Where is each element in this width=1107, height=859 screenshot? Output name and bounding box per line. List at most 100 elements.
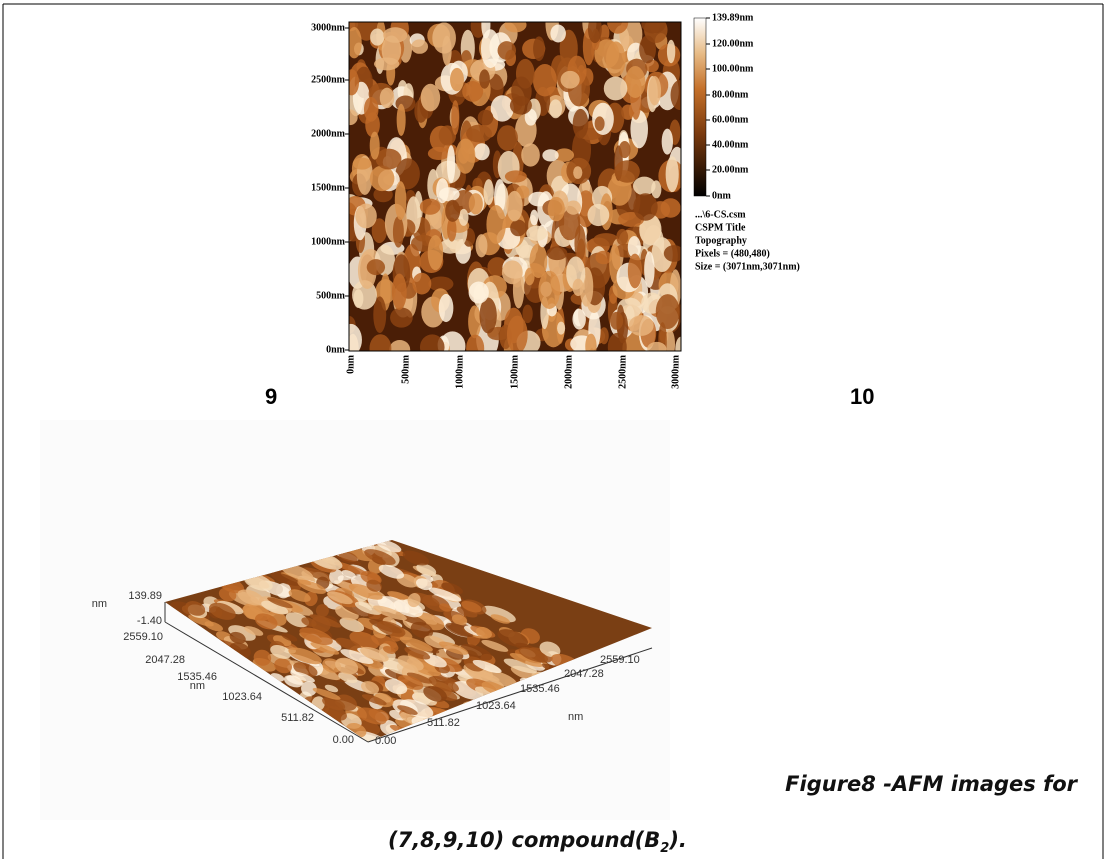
texture	[376, 149, 402, 170]
image-info: ...\6-CS.csm	[695, 209, 746, 220]
texture	[484, 179, 494, 205]
colorbar-label: 80.00nm	[712, 89, 749, 100]
texture	[459, 209, 469, 226]
texture	[481, 11, 490, 38]
texture	[466, 125, 492, 143]
texture	[486, 205, 505, 244]
colorbar-label: 20.00nm	[712, 164, 749, 175]
texture	[344, 69, 359, 95]
texture	[595, 116, 605, 131]
colorbar-label: 60.00nm	[712, 114, 749, 125]
texture	[395, 181, 407, 220]
texture	[478, 110, 494, 126]
texture	[428, 235, 443, 270]
texture	[548, 197, 565, 221]
caption-line: Figure8 -AFM images for	[785, 772, 1077, 796]
x-axis-label: 0nm	[345, 354, 356, 374]
texture	[390, 307, 413, 327]
texture	[445, 200, 460, 222]
x-axis-label: 500nm	[400, 354, 411, 384]
texture	[573, 279, 584, 296]
colorbar-label: 0nm	[712, 190, 732, 201]
texture	[370, 166, 395, 192]
caption-subscript: 2	[660, 841, 669, 856]
texture	[474, 143, 490, 160]
image-info: Size = (3071nm,3071nm)	[695, 261, 800, 272]
texture	[505, 170, 527, 182]
x-axis-label: 3000nm	[670, 354, 681, 389]
image-info: Pixels = (480,480)	[695, 248, 770, 259]
texture	[573, 109, 589, 139]
texture	[616, 229, 628, 245]
texture	[561, 71, 580, 89]
colorbar-label: 100.00nm	[712, 63, 754, 74]
texture	[456, 139, 476, 174]
texture	[498, 41, 516, 60]
texture	[353, 158, 372, 170]
texture	[364, 97, 379, 122]
texture	[599, 327, 608, 344]
texture	[466, 335, 484, 362]
texture	[542, 149, 558, 161]
texture	[476, 234, 488, 257]
axis-3d-label: 511.82	[427, 717, 460, 729]
texture	[667, 40, 675, 64]
texture	[420, 334, 445, 359]
y-axis-label: 0nm	[326, 344, 346, 355]
texture	[530, 210, 538, 226]
texture	[549, 99, 562, 118]
texture	[439, 187, 460, 201]
texture	[641, 14, 665, 33]
colorbar	[694, 18, 706, 196]
texture	[420, 199, 441, 215]
texture	[382, 36, 402, 65]
axis-3d-label: 2559.10	[600, 654, 640, 666]
page: 3000nm2500nm2000nm1500nm1000nm500nm0nm0n…	[0, 0, 1107, 859]
texture	[588, 204, 610, 226]
texture	[647, 342, 666, 356]
texture	[451, 100, 459, 135]
texture	[506, 191, 522, 221]
axis-3d-label: 0.00	[375, 735, 396, 747]
x-axis-label: 2000nm	[563, 354, 574, 389]
texture	[412, 273, 431, 295]
x-axis-label: 1500nm	[509, 354, 520, 389]
axis-3d-label: 1023.64	[476, 700, 516, 712]
axis-3d-label: 2047.28	[564, 668, 604, 680]
texture	[538, 271, 560, 309]
y-axis-label: 2500nm	[311, 74, 346, 85]
axis-3d-label: 139.89	[128, 590, 162, 602]
colorbar-label: 40.00nm	[712, 139, 749, 150]
texture	[573, 166, 582, 179]
texture	[392, 273, 407, 309]
texture	[533, 36, 545, 61]
texture	[468, 305, 481, 338]
texture	[656, 294, 680, 329]
texture	[507, 316, 528, 354]
axis-3d-label: 0.00	[333, 734, 354, 746]
axis-3d-label: 511.82	[281, 712, 314, 724]
axis-3d-label: 2559.10	[123, 631, 163, 643]
texture	[510, 96, 532, 114]
x-axis-label: 2500nm	[617, 354, 628, 389]
panel-label: 9	[265, 384, 277, 409]
texture	[397, 104, 406, 136]
texture	[510, 220, 526, 237]
texture	[411, 39, 428, 53]
texture	[355, 204, 376, 229]
y-axis-label: 1000nm	[311, 236, 346, 247]
texture	[648, 76, 661, 105]
texture	[550, 25, 566, 43]
texture	[585, 334, 596, 360]
texture	[644, 251, 654, 288]
texture	[628, 254, 642, 289]
axis-3d-label: 2047.28	[145, 654, 185, 666]
texture	[625, 66, 645, 98]
axis-3d-label: 1535.46	[520, 683, 560, 695]
texture	[658, 322, 667, 360]
texture	[370, 132, 380, 160]
y-axis-label: 2000nm	[311, 128, 346, 139]
texture	[469, 282, 489, 304]
axis-3d-label: nm	[190, 680, 205, 692]
texture	[614, 160, 640, 182]
